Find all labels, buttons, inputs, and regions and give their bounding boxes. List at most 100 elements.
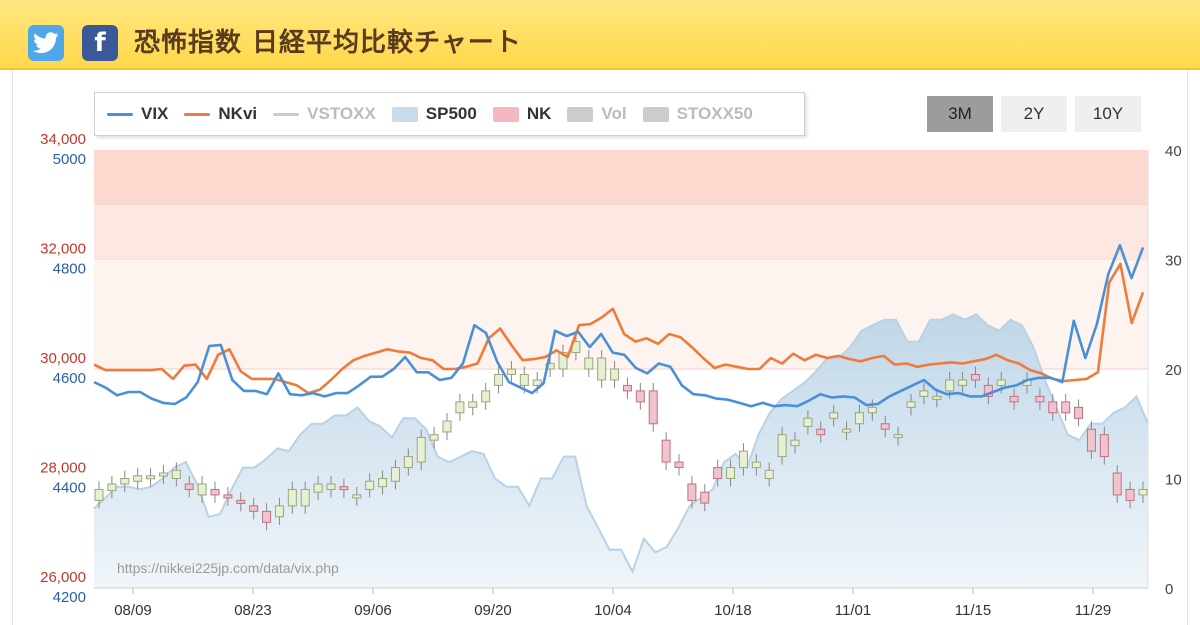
nk-candle xyxy=(996,379,1006,386)
nk-candle xyxy=(416,436,426,463)
nk-candle xyxy=(713,467,723,479)
nk-candle xyxy=(1086,428,1096,452)
nk-candle xyxy=(120,478,130,485)
nk-candle xyxy=(790,439,800,447)
sp500-outline xyxy=(93,313,1149,575)
nk-candle xyxy=(700,491,710,504)
nk-candle xyxy=(983,384,993,397)
legend-item-nk[interactable]: NK xyxy=(492,104,552,124)
twitter-bird-icon xyxy=(33,32,59,54)
nk-candle xyxy=(945,379,955,392)
legend-item-vstoxx[interactable]: VSTOXX xyxy=(273,104,376,124)
nk-candle xyxy=(597,357,607,381)
nk-candle xyxy=(506,368,516,375)
nk-candle xyxy=(300,488,310,507)
nk-candle xyxy=(468,401,478,408)
nk-candle xyxy=(1138,488,1148,496)
x-tick-label: 11/01 xyxy=(835,602,871,619)
legend-swatch-vstoxx xyxy=(273,112,300,116)
nk-candle xyxy=(854,412,864,425)
twitter-icon[interactable] xyxy=(28,25,64,61)
nk-candle xyxy=(893,434,903,439)
nk-candle xyxy=(1048,401,1058,414)
nk-axis-tick: 32,000 xyxy=(40,241,86,258)
legend-item-vix[interactable]: VIX xyxy=(107,104,168,124)
legend-item-sp500[interactable]: SP500 xyxy=(391,104,477,124)
nk-candle xyxy=(494,373,504,386)
x-tick-label: 11/29 xyxy=(1075,602,1111,619)
nk-candle xyxy=(816,428,826,436)
nk-candle xyxy=(661,439,671,463)
legend-item-nkvi[interactable]: NKvi xyxy=(184,104,257,124)
sp500-axis-tick: 5000 xyxy=(53,151,86,168)
legend-item-stoxx50[interactable]: STOXX50 xyxy=(642,104,753,124)
x-tick-label: 10/18 xyxy=(714,602,752,619)
nk-candle xyxy=(326,483,336,490)
nk-candle xyxy=(481,390,491,403)
nk-candle xyxy=(738,450,748,469)
nk-candle xyxy=(764,469,774,480)
facebook-glyph: f xyxy=(94,28,106,58)
nk-candle xyxy=(584,357,594,370)
nk-axis-tick: 34,000 xyxy=(40,131,86,148)
legend-swatch-vol xyxy=(567,106,594,122)
nk-candle xyxy=(429,434,439,441)
nk-candle xyxy=(777,434,787,458)
range-button-10y[interactable]: 10Y xyxy=(1075,96,1141,132)
vix-axis-tick: 30 xyxy=(1165,253,1182,270)
nk-candle xyxy=(313,483,323,493)
legend-swatch-sp500 xyxy=(391,106,418,122)
nk-candle xyxy=(455,401,465,414)
nk-candle xyxy=(1074,406,1084,419)
vix-axis-tick: 10 xyxy=(1165,472,1182,489)
nk-candle xyxy=(262,510,272,523)
nk-candle xyxy=(1112,472,1122,496)
chart-legend: VIX NKvi VSTOXX SP500 NK Vol STOXX50 xyxy=(94,92,805,136)
range-button-3m[interactable]: 3M xyxy=(927,96,993,132)
sp500-axis-tick: 4200 xyxy=(53,589,86,606)
nk-candle xyxy=(1125,488,1135,501)
sp500-axis-tick: 4600 xyxy=(53,370,86,387)
nk-candle xyxy=(932,395,942,400)
vix-line xyxy=(93,244,1145,408)
nk-candle xyxy=(184,483,194,490)
nk-candle xyxy=(146,475,156,480)
nk-candle xyxy=(107,483,117,492)
nk-candle xyxy=(519,373,529,386)
nk-candle xyxy=(906,401,916,408)
sp500-axis-tick: 4400 xyxy=(53,480,86,497)
nk-axis-tick: 30,000 xyxy=(40,350,86,367)
nk-candle xyxy=(390,467,400,482)
vix-axis-tick: 0 xyxy=(1165,581,1173,598)
legend-label-nk: NK xyxy=(526,104,552,123)
x-tick-label: 09/20 xyxy=(474,602,512,619)
sp500-fill xyxy=(94,314,1148,588)
nk-candle xyxy=(1061,401,1071,414)
legend-swatch-stoxx50 xyxy=(642,106,669,122)
nk-candle xyxy=(378,478,388,488)
legend-item-vol[interactable]: Vol xyxy=(567,104,627,124)
nk-candle xyxy=(403,456,413,469)
legend-swatch-vix xyxy=(107,112,133,116)
legend-swatch-nk xyxy=(492,106,519,122)
nk-candle xyxy=(1099,434,1109,458)
nk-candle xyxy=(236,499,246,504)
facebook-icon[interactable]: f xyxy=(82,25,118,61)
nk-candle xyxy=(648,390,658,425)
legend-label-vstoxx: VSTOXX xyxy=(307,104,376,123)
range-button-2y[interactable]: 2Y xyxy=(1001,96,1067,132)
page-title: 恐怖指数 日経平均比較チャート xyxy=(134,28,522,58)
vix-axis-tick: 40 xyxy=(1165,143,1182,160)
nk-candle xyxy=(158,472,168,477)
vix-nkvi-lines xyxy=(93,244,1145,408)
nk-candle xyxy=(223,494,233,499)
nk-candle xyxy=(287,488,297,507)
nk-candle xyxy=(210,488,220,496)
nk-candle xyxy=(803,417,813,427)
nk-axis-tick: 26,000 xyxy=(40,569,86,586)
nk-candle xyxy=(751,461,761,469)
nk-candle xyxy=(274,505,284,518)
nk-candle xyxy=(558,352,568,370)
nk-candle xyxy=(622,384,632,392)
